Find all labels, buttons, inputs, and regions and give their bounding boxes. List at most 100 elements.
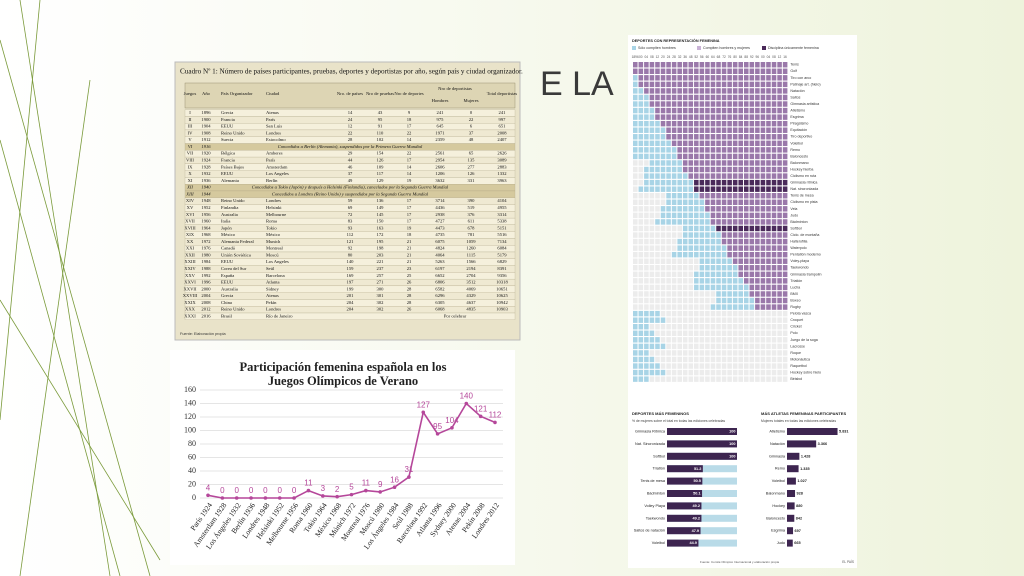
grid-cell [677, 271, 682, 278]
data-point [450, 426, 454, 430]
grid-cell [705, 114, 710, 120]
grid-cell [694, 232, 699, 238]
grid-cell [655, 81, 660, 88]
grid-cell [755, 134, 760, 140]
grid-cell [732, 153, 738, 160]
grid-cell [716, 75, 721, 81]
grid-cell [633, 120, 638, 127]
grid-cell [688, 232, 694, 238]
table-cell: XXI [186, 246, 195, 251]
grid-cell [727, 310, 732, 317]
table-cell: 19 [407, 225, 412, 230]
grid-cell [677, 310, 682, 317]
sport-label: Voley-playa [790, 259, 809, 263]
grid-cell [649, 271, 655, 278]
grid-cell [677, 212, 682, 219]
table-cell: Suecia [221, 137, 233, 142]
grid-cell [710, 363, 716, 369]
grid-cell [710, 179, 716, 186]
table-cell: 92 [348, 246, 353, 251]
grid-cell [660, 291, 666, 297]
table-cell: VI [188, 144, 193, 149]
grid-cell [705, 310, 710, 317]
sport-label: Patinaje art. (hielo) [790, 82, 820, 86]
grid-cell [655, 193, 660, 199]
grid-cell [738, 356, 743, 363]
table-cell: 172 [377, 232, 385, 237]
grid-cell [694, 376, 699, 382]
grid-cell [677, 245, 682, 251]
grid-cell [744, 363, 749, 369]
grid-cell [766, 238, 771, 245]
grid-cell [655, 94, 660, 101]
grid-cell [666, 232, 671, 238]
grid-cell [777, 317, 782, 323]
grid-cell [633, 206, 638, 212]
grid-cell [660, 278, 666, 284]
sport-label: Piragüismo [790, 122, 808, 126]
grid-cell [660, 376, 666, 382]
grid-cell [694, 245, 699, 251]
table-cell: 1980 [201, 252, 211, 257]
grid-cell [721, 245, 727, 251]
grid-cell [766, 166, 771, 173]
sport-label: Atletismo [790, 109, 805, 113]
grid-cell [677, 232, 682, 238]
grid-cell [705, 350, 710, 356]
grid-cell [638, 114, 644, 120]
grid-cell [666, 291, 671, 297]
grid-cell [660, 68, 666, 74]
grid-cell [716, 193, 721, 199]
grid-cell [666, 284, 671, 291]
grid-cell [777, 238, 782, 245]
grid-cell [732, 265, 738, 271]
grid-cell [782, 179, 788, 186]
grid-cell [744, 310, 749, 317]
grid-cell [771, 206, 777, 212]
sport-label: Voleibol [790, 141, 803, 145]
grid-cell [633, 153, 638, 160]
grid-cell [716, 232, 721, 238]
grid-cell [688, 376, 694, 382]
grid-cell [694, 356, 699, 363]
grid-cell [633, 271, 638, 278]
sport-label: Triatlón [790, 279, 802, 283]
sport-label: Polo [790, 331, 797, 335]
grid-cell [649, 317, 655, 323]
grid-cell [732, 88, 738, 94]
grid-cell [666, 258, 671, 264]
legend-swatch [632, 46, 636, 50]
grid-cell [760, 179, 766, 186]
grid-cell [716, 199, 721, 205]
sport-label: Tenis [790, 63, 799, 67]
data-point [364, 488, 368, 493]
grid-cell [766, 271, 771, 278]
table-cell: 781 [468, 232, 476, 237]
data-label: 2 [335, 485, 340, 494]
grid-cell [682, 62, 688, 68]
table-cell: 28 [348, 137, 353, 142]
grid-cell [716, 107, 721, 114]
grid-cell [749, 356, 755, 363]
grid-cell [638, 160, 644, 166]
grid-cell [705, 376, 710, 382]
grid-cell [677, 179, 682, 186]
grid-cell [666, 343, 671, 350]
grid-cell [710, 193, 716, 199]
grid-cell [671, 120, 677, 127]
table-cell: EEUU [221, 171, 234, 176]
grid-cell [721, 324, 727, 330]
grid-cell [655, 62, 660, 68]
grid-cell [755, 114, 760, 120]
grid-cell [760, 363, 766, 369]
table-cell: 17 [407, 205, 412, 210]
grid-cell [666, 363, 671, 369]
grid-cell [644, 199, 649, 205]
grid-cell [721, 278, 727, 284]
grid-cell [682, 278, 688, 284]
table-cell: XXII [185, 252, 195, 257]
grid-cell [655, 114, 660, 120]
grid-cell [671, 62, 677, 68]
sport-label: Lucha [790, 285, 800, 289]
grid-cell [710, 199, 716, 205]
